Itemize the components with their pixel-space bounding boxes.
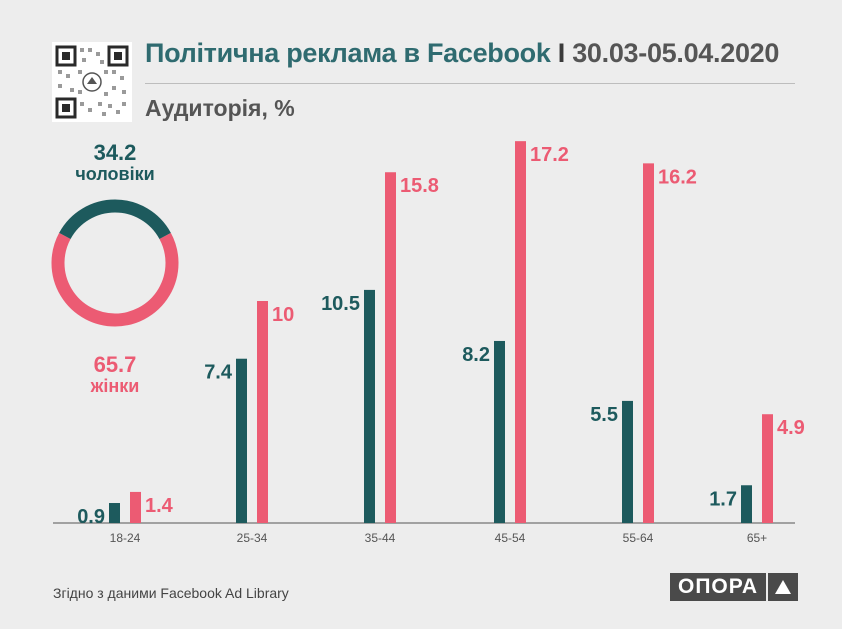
bar-men-55-64	[622, 400, 633, 523]
qr-code-icon	[52, 42, 132, 122]
data-label-women-65+: 4.9	[777, 417, 805, 439]
chart-title: Політична реклама в Facebook I 30.03-05.…	[145, 38, 779, 69]
data-label-men-45-54: 8.2	[462, 344, 490, 366]
title-divider	[145, 83, 795, 84]
title-separator: I	[557, 38, 566, 68]
data-label-men-65+: 1.7	[709, 488, 737, 510]
donut-label-women: жінки	[90, 376, 140, 396]
x-tick-label-25-34: 25-34	[237, 531, 268, 545]
data-label-men-35-44: 10.5	[321, 293, 360, 315]
opora-logo: ОПОРА	[670, 573, 799, 601]
donut-slice-men	[59, 199, 171, 240]
donut-value-women: 65.7	[94, 352, 137, 377]
data-label-women-45-54: 17.2	[530, 144, 569, 166]
bar-men-65+	[741, 485, 752, 523]
x-tick-label-35-44: 35-44	[365, 531, 396, 545]
bar-men-45-54	[494, 340, 505, 523]
bar-men-35-44	[364, 289, 375, 523]
bar-women-45-54	[515, 141, 526, 523]
title-dates: 30.03-05.04.2020	[572, 38, 780, 68]
data-label-men-55-64: 5.5	[590, 404, 618, 426]
x-tick-label-55-64: 55-64	[623, 531, 654, 545]
title-main: Політична реклама в Facebook	[145, 38, 551, 68]
bar-women-55-64	[643, 163, 654, 524]
donut-slice-women	[51, 232, 179, 327]
donut-value-men: 34.2	[94, 140, 137, 165]
triangle-up-icon	[766, 573, 798, 601]
data-label-women-55-64: 16.2	[658, 166, 697, 188]
x-tick-label-18-24: 18-24	[110, 531, 141, 545]
bar-women-35-44	[385, 172, 396, 524]
bar-women-25-34	[257, 301, 268, 523]
source-note: Згідно з даними Facebook Ad Library	[53, 585, 289, 601]
data-label-women-35-44: 15.8	[400, 175, 439, 197]
data-label-women-18-24: 1.4	[145, 495, 174, 517]
logo-text: ОПОРА	[678, 575, 759, 598]
bar-men-18-24	[109, 503, 120, 523]
bar-women-65+	[762, 414, 773, 523]
data-label-women-25-34: 10	[272, 304, 294, 326]
x-tick-label-65+: 65+	[747, 531, 767, 545]
data-label-men-18-24: 0.9	[77, 506, 105, 528]
donut-label-men: чоловіки	[75, 164, 154, 184]
bar-men-25-34	[236, 358, 247, 523]
x-tick-label-45-54: 45-54	[495, 531, 526, 545]
data-label-men-25-34: 7.4	[204, 362, 233, 384]
bar-women-18-24	[130, 491, 141, 523]
chart-subtitle: Аудиторія, %	[145, 95, 295, 121]
